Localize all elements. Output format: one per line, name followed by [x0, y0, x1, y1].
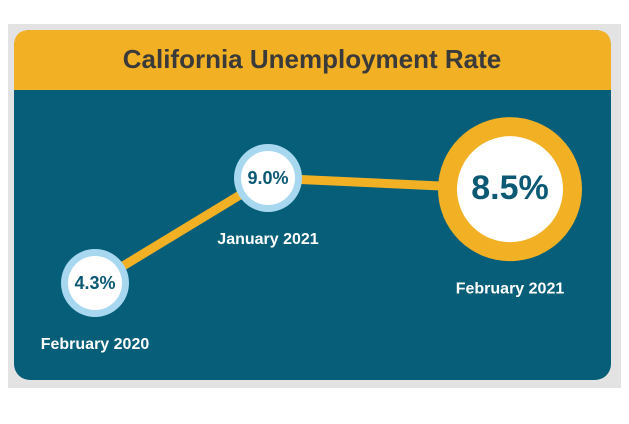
value-label: 4.3%	[74, 273, 115, 293]
point-center	[68, 256, 122, 310]
point-center	[241, 151, 295, 205]
plot-area: 4.3% February 2020 9.0% January 2021 8.5% Feb…	[41, 117, 582, 353]
category-label: February 2021	[456, 280, 565, 297]
point-center	[457, 136, 563, 243]
value-label: 8.5%	[471, 169, 549, 207]
category-label: February 2020	[41, 336, 150, 353]
value-label: 9.0%	[247, 168, 288, 188]
header	[14, 30, 611, 90]
chart-title: California Unemployment Rate	[123, 44, 502, 74]
panel	[14, 30, 611, 380]
category-label: January 2021	[217, 231, 319, 248]
